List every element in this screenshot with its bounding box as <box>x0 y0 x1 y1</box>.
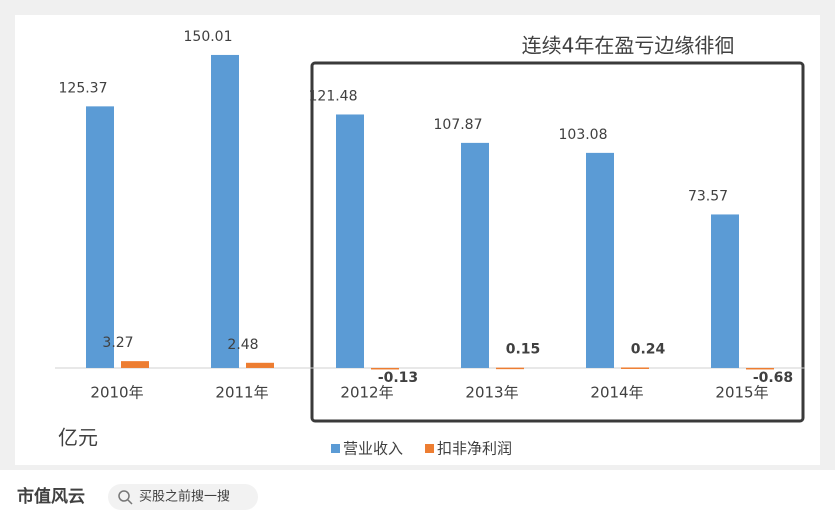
data-label: 73.57 <box>688 188 728 204</box>
bar <box>711 214 739 368</box>
legend-swatch <box>425 444 435 453</box>
data-label: 0.15 <box>506 342 541 358</box>
logo: 市值风云 <box>17 486 85 507</box>
unit-label: 亿元 <box>58 426 98 450</box>
data-label: 125.37 <box>59 80 108 96</box>
bar <box>461 142 489 368</box>
bar <box>121 361 149 368</box>
search-icon <box>118 490 130 502</box>
bar <box>371 367 399 370</box>
bar <box>336 114 364 368</box>
x-tick-label: 2015年 <box>715 384 768 402</box>
search-icon-handle <box>127 499 133 505</box>
data-label: -0.13 <box>378 370 418 386</box>
data-label: 3.27 <box>102 335 133 351</box>
bar <box>621 367 649 369</box>
legend-label: 扣非净利润 <box>437 440 512 458</box>
data-label: 107.87 <box>434 117 483 133</box>
data-label: 0.24 <box>631 341 666 357</box>
annotation: 连续4年在盈亏边缘徘徊 <box>522 34 735 58</box>
x-tick-label: 2013年 <box>465 384 518 402</box>
bar <box>586 152 614 368</box>
data-label: 121.48 <box>309 88 358 104</box>
bar <box>746 367 774 370</box>
data-label: 2.48 <box>227 337 258 353</box>
bar <box>211 54 239 368</box>
legend-swatch <box>331 444 340 453</box>
bar <box>246 362 274 368</box>
data-label: 150.01 <box>184 29 233 45</box>
x-tick-label: 2014年 <box>590 384 643 402</box>
bar <box>86 106 114 368</box>
x-tick-label: 2010年 <box>90 384 143 402</box>
search-box[interactable] <box>108 484 258 510</box>
legend-label: 营业收入 <box>343 440 403 458</box>
x-tick-label: 2012年 <box>340 384 393 402</box>
bar <box>496 367 524 370</box>
chart-card <box>15 15 820 465</box>
data-label: 103.08 <box>559 127 608 143</box>
data-label: -0.68 <box>753 370 793 386</box>
x-tick-label: 2011年 <box>215 384 268 402</box>
search-text[interactable]: 买股之前搜一搜 <box>139 489 230 505</box>
highlight-box <box>310 61 805 423</box>
